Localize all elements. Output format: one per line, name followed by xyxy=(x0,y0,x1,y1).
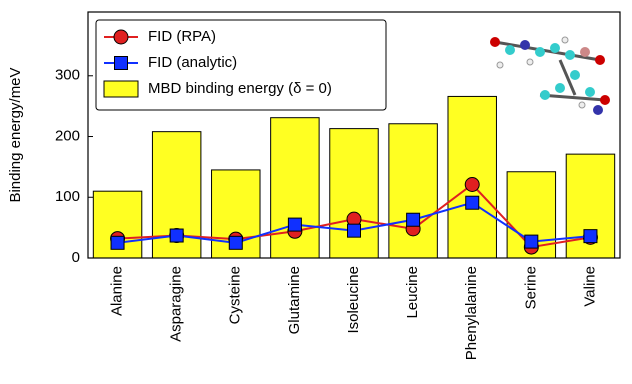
marker xyxy=(525,235,538,248)
marker xyxy=(584,230,597,243)
y-tick-label: 200 xyxy=(55,127,80,144)
molecule-image xyxy=(490,37,610,115)
bar xyxy=(330,129,378,258)
marker xyxy=(465,178,479,192)
marker xyxy=(407,213,420,226)
marker xyxy=(288,218,301,231)
legend-label: FID (RPA) xyxy=(148,28,216,45)
chart: Binding energy/meV 0 100 200 300 Alanine Aspa… xyxy=(0,0,632,384)
legend-swatch xyxy=(104,81,138,97)
marker xyxy=(348,224,361,237)
y-axis-label: Binding energy/meV xyxy=(7,67,24,202)
legend-label: MBD binding energy (δ = 0) xyxy=(148,80,332,97)
y-tick-label: 0 xyxy=(72,249,80,266)
x-tick-label: Leucine xyxy=(404,266,421,319)
x-tick-label: Glutamine xyxy=(286,266,303,334)
bar xyxy=(389,124,437,258)
marker xyxy=(170,229,183,242)
y-tick-label: 300 xyxy=(55,67,80,84)
x-tick-label: Phenylalanine xyxy=(463,266,480,360)
x-tick-label: Serine xyxy=(522,266,539,309)
legend: FID (RPA) FID (analytic) MBD binding energ… xyxy=(96,20,386,110)
marker xyxy=(229,236,242,249)
x-tick-label: Asparagine xyxy=(168,266,185,342)
x-tick-label: Cysteine xyxy=(227,266,244,324)
x-tick-label: Isoleucine xyxy=(345,266,362,334)
y-tick-label: 100 xyxy=(55,188,80,205)
legend-label: FID (analytic) xyxy=(148,54,237,71)
marker xyxy=(111,236,124,249)
x-tick-label: Valine xyxy=(581,266,598,307)
marker xyxy=(466,196,479,209)
marker xyxy=(114,30,128,44)
marker xyxy=(115,57,128,70)
x-tick-label: Alanine xyxy=(109,266,126,316)
